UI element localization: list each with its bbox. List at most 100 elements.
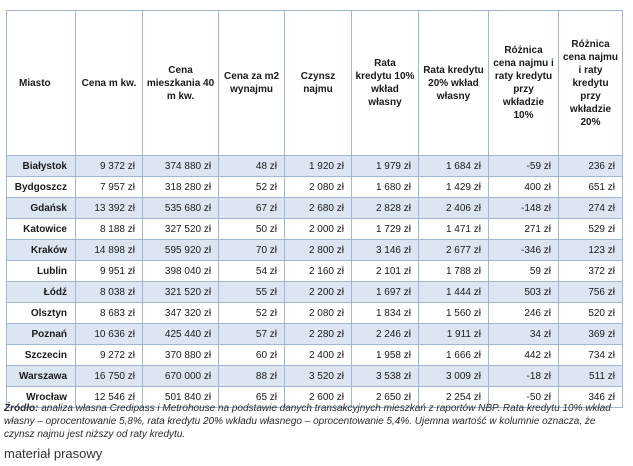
table-row: Wrocław 12 546 zł 501 840 zł 65 zł 2 600 zł 2…	[6, 386, 623, 408]
value-cell: 1 788 zł	[417, 260, 489, 282]
value-cell: 1 666 zł	[417, 344, 489, 366]
table-row: Olsztyn 8 683 zł 347 320 zł 52 zł 2 080 zł 1 …	[6, 302, 623, 324]
value-cell: 55 zł	[218, 281, 286, 303]
value-cell: 2 800 zł	[284, 239, 352, 261]
value-cell: 271 zł	[487, 218, 560, 240]
value-cell: 321 520 zł	[141, 281, 220, 303]
value-cell: 734 zł	[558, 344, 623, 366]
value-cell: 2 680 zł	[284, 197, 352, 219]
value-cell: 236 zł	[558, 155, 623, 177]
city-name-cell: Kraków	[6, 239, 76, 261]
value-cell: 2 200 zł	[284, 281, 352, 303]
city-name-cell: Wrocław	[6, 386, 76, 408]
table-row: Gdańsk 13 392 zł 535 680 zł 67 zł 2 680 zł 2 …	[6, 197, 623, 219]
city-name-cell: Poznań	[6, 323, 76, 345]
value-cell: 52 zł	[218, 302, 286, 324]
value-cell: 14 898 zł	[75, 239, 143, 261]
value-cell: 1 958 zł	[351, 344, 419, 366]
value-cell: 67 zł	[218, 197, 286, 219]
value-cell: 1 911 zł	[417, 323, 489, 345]
table-row: Kraków 14 898 zł 595 920 zł 70 zł 2 800 zł 3 …	[6, 239, 623, 261]
value-cell: 3 538 zł	[351, 365, 419, 387]
value-cell: 595 920 zł	[141, 239, 220, 261]
value-cell: 503 zł	[487, 281, 560, 303]
value-cell: 2 254 zł	[417, 386, 489, 408]
table-row: Warszawa 16 750 zł 670 000 zł 88 zł 3 520 zł…	[6, 365, 623, 387]
value-cell: 400 zł	[487, 176, 560, 198]
city-name-cell: Białystok	[6, 155, 76, 177]
value-cell: 2 650 zł	[351, 386, 419, 408]
value-cell: 374 880 zł	[141, 155, 220, 177]
source-label: Źródło:	[4, 403, 39, 414]
value-cell: 2 080 zł	[284, 302, 352, 324]
value-cell: 370 880 zł	[141, 344, 220, 366]
value-cell: 1 444 zł	[417, 281, 489, 303]
column-header: Różnica cena najmu i raty kredytu przy w…	[558, 10, 623, 156]
value-cell: 3 009 zł	[417, 365, 489, 387]
city-name-cell: Katowice	[6, 218, 76, 240]
value-cell: 8 683 zł	[75, 302, 143, 324]
city-name-cell: Olsztyn	[6, 302, 76, 324]
value-cell: -148 zł	[487, 197, 560, 219]
value-cell: 1 697 zł	[351, 281, 419, 303]
column-header: Miasto	[6, 10, 76, 156]
city-name-cell: Warszawa	[6, 365, 76, 387]
value-cell: 327 520 zł	[141, 218, 220, 240]
value-cell: 123 zł	[558, 239, 623, 261]
table-row: Białystok 9 372 zł 374 880 zł 48 zł 1 920 zł…	[6, 155, 623, 177]
rent-vs-loan-table-container: Miasto Cena m kw. Cena mieszkania 40 m kw.…	[6, 10, 623, 408]
value-cell: 670 000 zł	[141, 365, 220, 387]
value-cell: 442 zł	[487, 344, 560, 366]
value-cell: 2 246 zł	[351, 323, 419, 345]
value-cell: 10 636 zł	[75, 323, 143, 345]
value-cell: 8 038 zł	[75, 281, 143, 303]
column-header: Cena mieszkania 40 m kw.	[141, 10, 220, 156]
value-cell: 3 146 zł	[351, 239, 419, 261]
value-cell: 65 zł	[218, 386, 286, 408]
column-header: Czynsz najmu	[284, 10, 352, 156]
value-cell: 2 160 zł	[284, 260, 352, 282]
value-cell: 346 zł	[558, 386, 623, 408]
value-cell: 2 080 zł	[284, 176, 352, 198]
column-header: Różnica cena najmu i raty kredytu przy w…	[487, 10, 560, 156]
value-cell: 88 zł	[218, 365, 286, 387]
value-cell: 12 546 zł	[75, 386, 143, 408]
value-cell: 1 471 zł	[417, 218, 489, 240]
value-cell: 54 zł	[218, 260, 286, 282]
value-cell: 9 951 zł	[75, 260, 143, 282]
source-note: Źródło: analiza własna Credipass i Metro…	[4, 402, 624, 441]
value-cell: 34 zł	[487, 323, 560, 345]
value-cell: 9 272 zł	[75, 344, 143, 366]
city-name-cell: Łódź	[6, 281, 76, 303]
value-cell: 2 600 zł	[284, 386, 352, 408]
city-name-cell: Szczecin	[6, 344, 76, 366]
value-cell: 520 zł	[558, 302, 623, 324]
column-header: Rata kredytu 20% wkład własny	[417, 10, 489, 156]
value-cell: -346 zł	[487, 239, 560, 261]
value-cell: 501 840 zł	[141, 386, 220, 408]
city-name-cell: Lublin	[6, 260, 76, 282]
value-cell: 2 677 zł	[417, 239, 489, 261]
value-cell: 2 406 zł	[417, 197, 489, 219]
value-cell: 1 979 zł	[351, 155, 419, 177]
value-cell: 2 101 zł	[351, 260, 419, 282]
value-cell: 2 828 zł	[351, 197, 419, 219]
value-cell: 1 834 zł	[351, 302, 419, 324]
value-cell: 48 zł	[218, 155, 286, 177]
value-cell: 2 400 zł	[284, 344, 352, 366]
value-cell: 52 zł	[218, 176, 286, 198]
value-cell: 529 zł	[558, 218, 623, 240]
value-cell: 318 280 zł	[141, 176, 220, 198]
table-row: Lublin 9 951 zł 398 040 zł 54 zł 2 160 zł 2 1…	[6, 260, 623, 282]
value-cell: 2 280 zł	[284, 323, 352, 345]
value-cell: 1 560 zł	[417, 302, 489, 324]
table-row: Łódź 8 038 zł 321 520 zł 55 zł 2 200 zł 1 697…	[6, 281, 623, 303]
value-cell: 372 zł	[558, 260, 623, 282]
value-cell: 1 920 zł	[284, 155, 352, 177]
table-row: Bydgoszcz 7 957 zł 318 280 zł 52 zł 2 080 zł…	[6, 176, 623, 198]
table-row: Poznań 10 636 zł 425 440 zł 57 zł 2 280 zł 2 …	[6, 323, 623, 345]
value-cell: 1 684 zł	[417, 155, 489, 177]
value-cell: -18 zł	[487, 365, 560, 387]
column-header: Cena za m2 wynajmu	[218, 10, 286, 156]
table-row: Szczecin 9 272 zł 370 880 zł 60 zł 2 400 zł 1…	[6, 344, 623, 366]
